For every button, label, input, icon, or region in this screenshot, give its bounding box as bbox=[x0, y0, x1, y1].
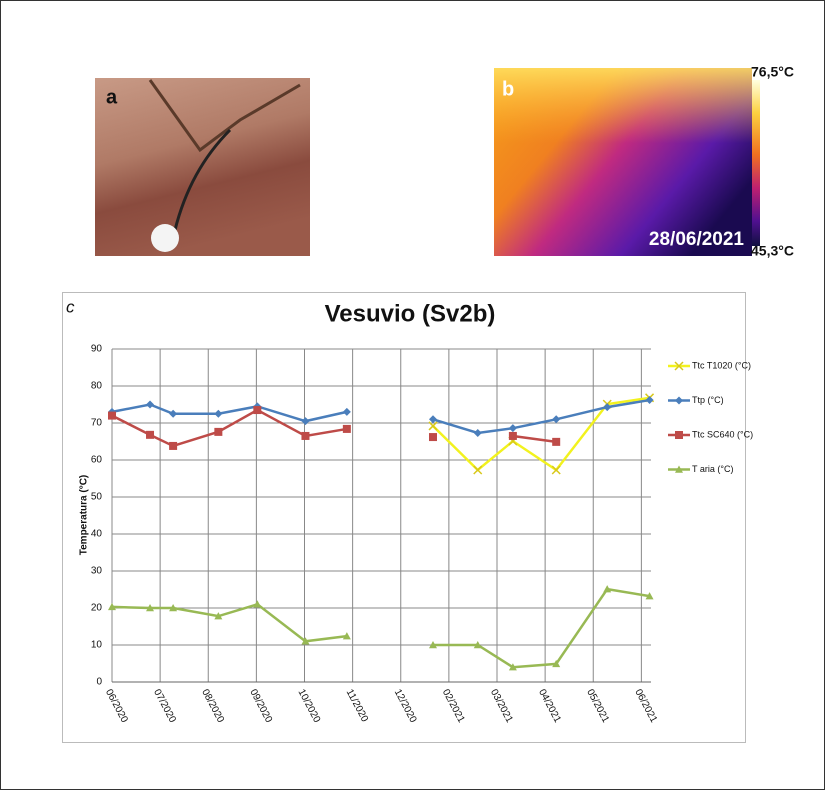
marker bbox=[301, 417, 310, 426]
legend-label: Ttc SC640 (°C) bbox=[692, 429, 753, 439]
image-date: 28/06/2021 bbox=[649, 229, 745, 250]
marker bbox=[301, 431, 310, 440]
marker bbox=[108, 411, 116, 420]
marker bbox=[214, 612, 223, 620]
marker bbox=[552, 437, 561, 446]
marker bbox=[675, 431, 683, 439]
marker bbox=[552, 415, 561, 424]
y-tick-label: 90 bbox=[91, 344, 103, 355]
marker bbox=[428, 641, 437, 649]
marker bbox=[428, 421, 438, 431]
colorbar-max: 76,5°C bbox=[751, 64, 794, 80]
marker bbox=[473, 428, 482, 437]
marker bbox=[169, 604, 178, 612]
legend-label: T aria (°C) bbox=[692, 464, 733, 474]
panel-label: b bbox=[502, 78, 514, 100]
thermal-overlay bbox=[494, 68, 752, 256]
marker bbox=[675, 396, 683, 405]
y-tick-label: 80 bbox=[91, 381, 103, 392]
marker bbox=[508, 431, 517, 440]
marker bbox=[342, 424, 351, 433]
marker bbox=[508, 663, 517, 671]
marker bbox=[214, 427, 223, 436]
panel-label: a bbox=[106, 86, 118, 108]
marker bbox=[603, 403, 612, 412]
marker bbox=[214, 409, 223, 418]
y-tick-label: 10 bbox=[91, 640, 103, 651]
marker bbox=[508, 424, 517, 433]
marker bbox=[552, 659, 561, 668]
y-tick-label: 70 bbox=[91, 418, 103, 429]
marker bbox=[428, 433, 437, 442]
marker bbox=[169, 441, 178, 450]
marker bbox=[674, 361, 684, 371]
y-tick-label: 0 bbox=[96, 677, 102, 688]
marker bbox=[146, 604, 155, 612]
marker bbox=[645, 592, 654, 600]
marker bbox=[342, 407, 351, 416]
marker bbox=[551, 465, 561, 475]
photo-crack bbox=[148, 79, 301, 153]
marker bbox=[146, 400, 155, 409]
y-axis-label: Temperatura (°C) bbox=[79, 475, 90, 556]
marker bbox=[645, 396, 654, 405]
marker bbox=[342, 632, 351, 640]
marker bbox=[428, 415, 437, 424]
marker bbox=[473, 641, 482, 649]
marker bbox=[253, 406, 262, 415]
y-tick-label: 60 bbox=[91, 455, 103, 466]
legend-label: Ttp (°C) bbox=[692, 395, 724, 405]
y-tick-label: 40 bbox=[91, 529, 103, 540]
y-tick-label: 20 bbox=[91, 603, 103, 614]
chart-box bbox=[62, 292, 746, 743]
colorbar-min: 45,3°C bbox=[751, 243, 794, 259]
photo-sensor bbox=[151, 224, 179, 252]
marker bbox=[169, 409, 178, 418]
marker bbox=[473, 465, 483, 475]
photo-cable bbox=[173, 128, 232, 231]
marker bbox=[301, 637, 310, 645]
marker bbox=[603, 585, 612, 593]
legend-label: Ttc T1020 (°C) bbox=[692, 360, 751, 370]
marker bbox=[253, 600, 262, 608]
y-tick-label: 30 bbox=[91, 566, 103, 577]
colorbar bbox=[752, 80, 760, 246]
marker bbox=[146, 430, 155, 439]
marker bbox=[675, 465, 683, 473]
marker bbox=[108, 602, 116, 611]
y-tick-label: 50 bbox=[91, 492, 103, 503]
panel-label: c bbox=[66, 297, 75, 316]
series-line bbox=[432, 396, 650, 472]
chart-title: Vesuvio (Sv2b) bbox=[325, 300, 496, 327]
